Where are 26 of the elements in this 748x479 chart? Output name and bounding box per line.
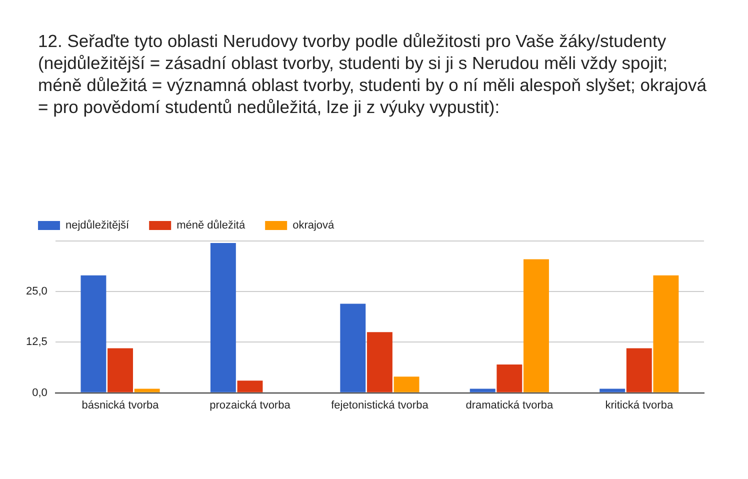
x-tick-label: kritická tvorba bbox=[605, 399, 674, 412]
x-tick-label: dramatická tvorba bbox=[466, 399, 554, 412]
legend-label: nejdůležitější bbox=[66, 220, 130, 232]
bar bbox=[80, 275, 106, 392]
bar bbox=[237, 380, 263, 392]
bar bbox=[523, 259, 549, 392]
bar bbox=[394, 376, 420, 392]
bar bbox=[653, 275, 679, 392]
bar bbox=[626, 348, 652, 392]
legend-label: méně důležitá bbox=[176, 220, 246, 232]
x-tick-label: básnická tvorba bbox=[82, 399, 160, 412]
y-tick-label: 12,5 bbox=[26, 336, 48, 348]
bar bbox=[600, 388, 626, 392]
bar bbox=[340, 304, 366, 392]
bar bbox=[134, 388, 160, 392]
chart-title: 12. Seřaďte tyto oblasti Nerudovy tvorby podle důležitosti pro Vaše žáky/studenty (nejdůležitější = zásadní oblast tvorby, studenti by si ji s Nerudou měli vždy spojit; méně důležitá = významná oblast tvorby, studenti by o ní měli alespoň slyšet; okrajová = pro povědomí studentů nedůležitá, lze ji z výuky vypustit): bbox=[38, 30, 708, 119]
bar bbox=[366, 332, 392, 392]
x-tick-label: prozaická tvorba bbox=[210, 399, 292, 412]
bar bbox=[108, 348, 134, 392]
legend-label: okrajová bbox=[292, 220, 336, 232]
bar bbox=[210, 243, 236, 392]
x-tick-label: fejetonistická tvorba bbox=[331, 399, 430, 412]
bar bbox=[470, 388, 496, 392]
y-tick-label: 0,0 bbox=[32, 386, 48, 399]
y-tick-label: 25,0 bbox=[26, 286, 48, 298]
bar bbox=[496, 364, 522, 392]
